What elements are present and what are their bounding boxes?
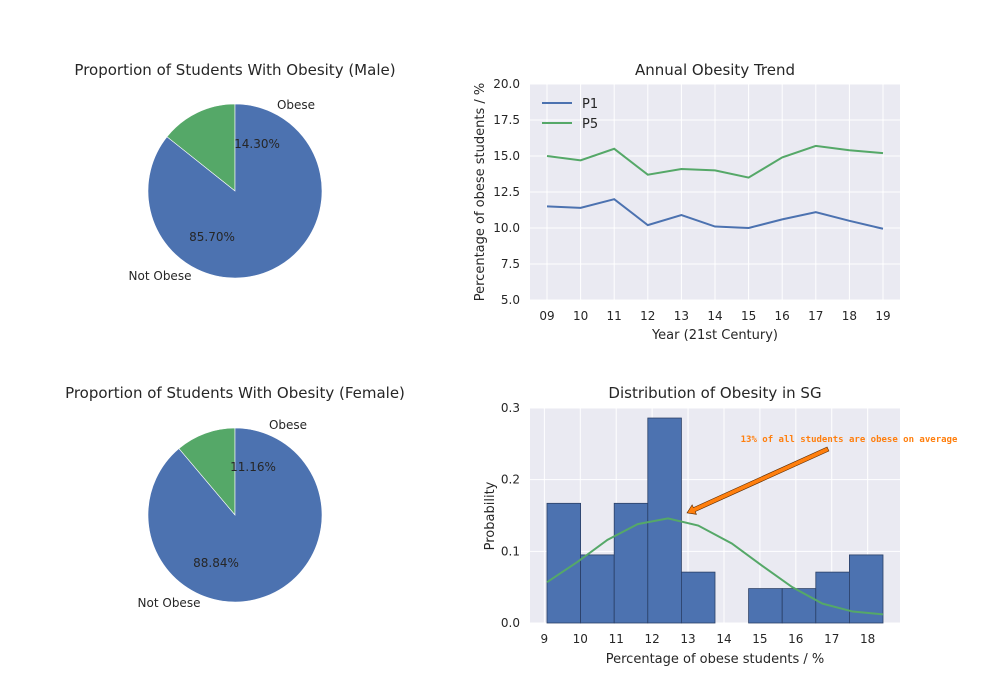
line-xtick-label: 14 — [707, 309, 722, 323]
line-ytick-label: 15.0 — [493, 149, 520, 163]
hist-bar — [815, 571, 850, 624]
line-ytick-label: 17.5 — [493, 113, 520, 127]
pie-female-title: Proportion of Students With Obesity (Fem… — [65, 384, 405, 402]
pie-male-slice-not-obese — [147, 103, 323, 279]
pie-male-obese-pct: 14.30% — [234, 137, 280, 151]
annotation-arrow — [686, 446, 830, 515]
hist-bar — [613, 502, 649, 624]
hist-ytick-label: 0.1 — [501, 544, 520, 558]
legend-label-p5: P5 — [582, 117, 598, 132]
legend-label-p1: P1 — [582, 97, 598, 112]
hist-ytick-label: 0.2 — [501, 473, 520, 487]
line-ylabel: Percentage of obese students / % — [473, 83, 488, 302]
hist-xtick-label: 13 — [680, 632, 695, 646]
hist-xtick-label: 11 — [609, 632, 624, 646]
line-xtick-label: 17 — [808, 309, 823, 323]
pie-female-not-obese-pct: 88.84% — [193, 556, 239, 570]
line-xtick-label: 12 — [640, 309, 655, 323]
line-xtick-label: 10 — [573, 309, 588, 323]
hist-xtick-label: 18 — [860, 632, 875, 646]
hist-xlabel: Percentage of obese students / % — [606, 652, 825, 667]
hist-bar — [681, 571, 716, 624]
hist-xtick-label: 16 — [788, 632, 803, 646]
pie-male-slice-obese — [166, 103, 236, 192]
pie-chart-female: Proportion of Students With Obesity (Fem… — [65, 384, 405, 610]
hist-bar — [580, 554, 615, 624]
hist-ytick-label: 0.3 — [501, 401, 520, 415]
line-series-p1 — [546, 198, 884, 230]
line-xtick-label: 13 — [674, 309, 689, 323]
pie-female-slice-not-obese — [147, 427, 323, 603]
line-ytick-label: 7.5 — [501, 257, 520, 271]
line-xlabel: Year (21st Century) — [651, 328, 778, 343]
line-ytick-label: 5.0 — [501, 293, 520, 307]
hist-xtick-label: 17 — [824, 632, 839, 646]
hist-density-curve — [546, 517, 884, 616]
hist-xtick-label: 15 — [752, 632, 767, 646]
line-series-p5 — [546, 144, 884, 179]
pie-male-not-obese-label: Not Obese — [129, 269, 192, 283]
pie-male-title: Proportion of Students With Obesity (Mal… — [74, 61, 395, 79]
line-ytick-label: 20.0 — [493, 77, 520, 91]
hist-ytick-label: 0.0 — [501, 616, 520, 630]
line-xtick-label: 09 — [539, 309, 554, 323]
hist-bar — [781, 588, 817, 624]
line-chart: 09 10 11 12 13 14 15 16 17 18 19 5.0 7.5 10.0 12.5 15.0… — [473, 61, 900, 343]
hist-xtick-label: 14 — [716, 632, 731, 646]
line-xtick-label: 11 — [607, 309, 622, 323]
hist-annotation: 13% of all students are obese on average — [741, 435, 958, 445]
histogram-chart: 9 10 11 12 13 14 15 16 17 18 0.0 0.1 0.2 0.3 Distribu… — [483, 384, 958, 667]
pie-female-not-obese-label: Not Obese — [138, 596, 201, 610]
line-xtick-label: 16 — [775, 309, 790, 323]
hist-xtick-label: 9 — [541, 632, 549, 646]
line-xtick-label: 19 — [875, 309, 890, 323]
line-xtick-label: 15 — [741, 309, 756, 323]
pie-female-obese-pct: 11.16% — [230, 460, 276, 474]
pie-chart-male: Proportion of Students With Obesity (Mal… — [74, 61, 395, 283]
pie-male-obese-label: Obese — [277, 98, 315, 112]
hist-xtick-label: 12 — [644, 632, 659, 646]
line-title: Annual Obesity Trend — [635, 61, 795, 79]
line-ytick-label: 12.5 — [493, 185, 520, 199]
line-xtick-label: 18 — [842, 309, 857, 323]
pie-female-obese-label: Obese — [269, 418, 307, 432]
hist-ylabel: Probability — [483, 481, 498, 550]
hist-xtick-label: 10 — [573, 632, 588, 646]
hist-bar — [748, 588, 783, 624]
pie-male-not-obese-pct: 85.70% — [189, 230, 235, 244]
hist-title: Distribution of Obesity in SG — [608, 384, 821, 402]
line-ytick-label: 10.0 — [493, 221, 520, 235]
